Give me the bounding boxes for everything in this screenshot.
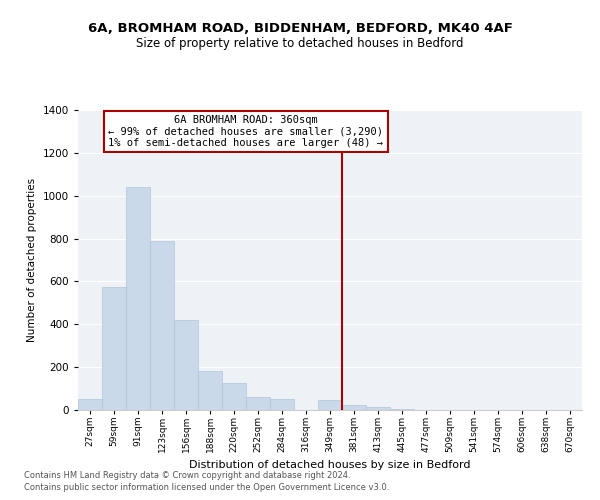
Bar bbox=[318, 400, 342, 410]
Bar bbox=[246, 396, 270, 410]
Bar bbox=[342, 406, 366, 410]
Bar bbox=[222, 383, 246, 410]
Bar bbox=[390, 408, 414, 410]
Bar bbox=[198, 372, 222, 410]
Bar bbox=[366, 407, 390, 410]
Text: Contains HM Land Registry data © Crown copyright and database right 2024.: Contains HM Land Registry data © Crown c… bbox=[24, 470, 350, 480]
Bar bbox=[78, 400, 102, 410]
Bar bbox=[102, 287, 126, 410]
Bar bbox=[270, 399, 294, 410]
Y-axis label: Number of detached properties: Number of detached properties bbox=[27, 178, 37, 342]
Text: 6A, BROMHAM ROAD, BIDDENHAM, BEDFORD, MK40 4AF: 6A, BROMHAM ROAD, BIDDENHAM, BEDFORD, MK… bbox=[88, 22, 512, 36]
Bar bbox=[150, 240, 174, 410]
Bar bbox=[174, 320, 198, 410]
X-axis label: Distribution of detached houses by size in Bedford: Distribution of detached houses by size … bbox=[189, 460, 471, 470]
Text: Contains public sector information licensed under the Open Government Licence v3: Contains public sector information licen… bbox=[24, 483, 389, 492]
Bar bbox=[126, 187, 150, 410]
Text: Size of property relative to detached houses in Bedford: Size of property relative to detached ho… bbox=[136, 38, 464, 51]
Text: 6A BROMHAM ROAD: 360sqm
← 99% of detached houses are smaller (3,290)
1% of semi-: 6A BROMHAM ROAD: 360sqm ← 99% of detache… bbox=[109, 115, 383, 148]
